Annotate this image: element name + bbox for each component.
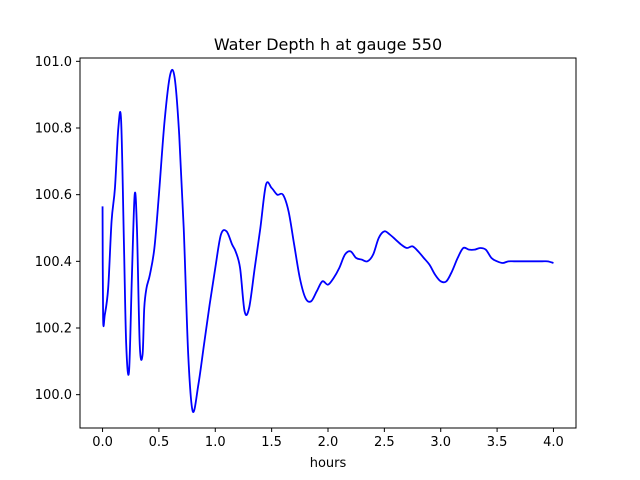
- y-tick-label: 100.4: [35, 255, 72, 270]
- x-tick-label: 1.0: [205, 435, 226, 450]
- x-tick-label: 3.0: [430, 435, 451, 450]
- y-tick-label: 100.6: [35, 188, 72, 203]
- x-axis-label: hours: [310, 456, 347, 471]
- x-tick-label: 2.0: [318, 435, 339, 450]
- y-tick-label: 100.0: [35, 388, 72, 403]
- x-tick-label: 3.5: [487, 435, 508, 450]
- x-axis-ticks: 0.0 0.5 1.0 1.5 2.0 2.5 3.0 3.5 4.0: [92, 428, 564, 450]
- y-tick-label: 101.0: [35, 55, 72, 70]
- chart-title: Water Depth h at gauge 550: [214, 35, 442, 54]
- x-tick-label: 0.5: [149, 435, 170, 450]
- x-tick-label: 2.5: [374, 435, 395, 450]
- x-tick-label: 0.0: [92, 435, 113, 450]
- x-tick-label: 4.0: [543, 435, 564, 450]
- series-line: [101, 68, 554, 413]
- y-axis-ticks: 100.0 100.2 100.4 100.6 100.8 101.0: [35, 55, 80, 403]
- x-tick-label: 1.5: [261, 435, 282, 450]
- y-tick-label: 100.2: [35, 322, 72, 337]
- y-tick-label: 100.8: [35, 122, 72, 137]
